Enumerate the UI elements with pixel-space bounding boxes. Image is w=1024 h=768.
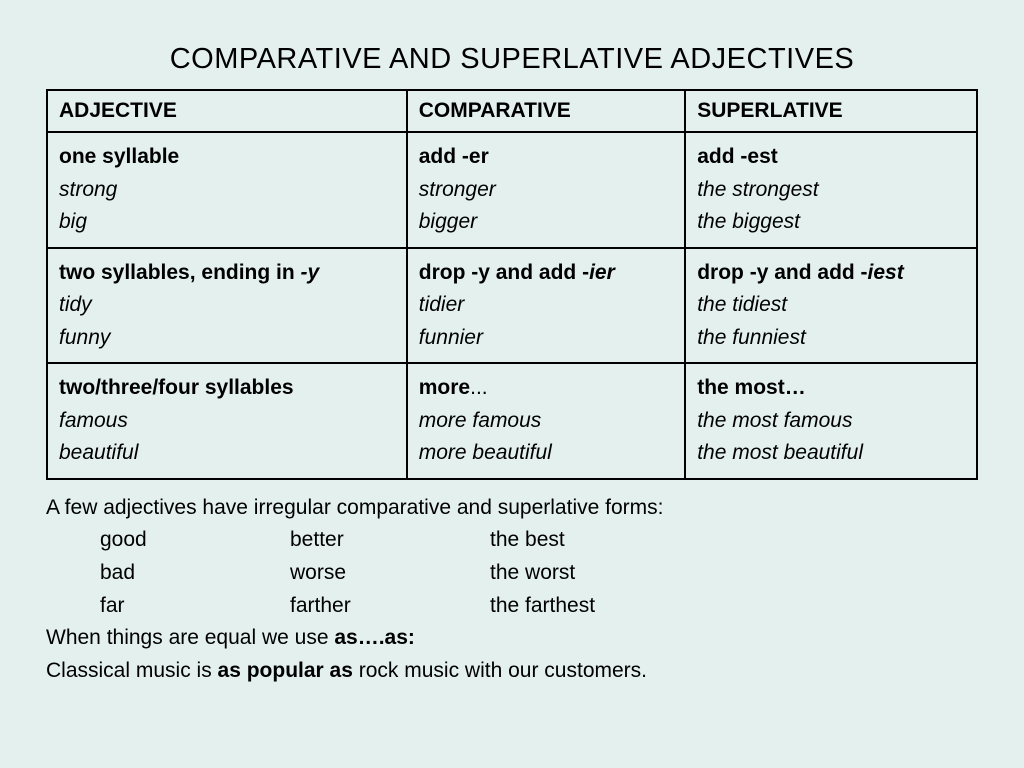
example-text: the most beautiful <box>697 441 863 464</box>
cell: add -er stronger bigger <box>407 132 685 248</box>
example-text: tidy <box>59 293 92 316</box>
cell: more... more famous more beautiful <box>407 363 685 479</box>
example-text: stronger <box>419 178 496 201</box>
cell: drop -y and add -ier tidier funnier <box>407 248 685 364</box>
irregular-base: good <box>100 524 290 557</box>
irregular-super: the farthest <box>490 590 595 623</box>
header-adjective: ADJECTIVE <box>47 90 407 132</box>
rule-text: add <box>697 145 740 168</box>
irregular-super: the worst <box>490 557 575 590</box>
example-text: bigger <box>419 210 477 233</box>
example-text: the funniest <box>697 326 806 349</box>
rule-text: one syllable <box>59 145 179 168</box>
rule-text: two syllables, ending in <box>59 261 301 284</box>
example-text: the tidiest <box>697 293 787 316</box>
example-prefix: Classical music is <box>46 659 218 682</box>
rule-text: drop -y and add - <box>697 261 867 284</box>
cell: two/three/four syllables famous beautifu… <box>47 363 407 479</box>
equal-note-bold: as….as: <box>334 626 415 649</box>
example-text: the strongest <box>697 178 818 201</box>
irregular-row: bad worse the worst <box>46 557 978 590</box>
example-text: tidier <box>419 293 465 316</box>
rule-text: drop -y and add - <box>419 261 589 284</box>
example-text: funny <box>59 326 110 349</box>
example-suffix: rock music with our customers. <box>353 659 647 682</box>
equal-note-text: When things are equal we use <box>46 626 334 649</box>
rule-text-extra: ... <box>470 376 488 399</box>
example-text: beautiful <box>59 441 138 464</box>
example-bold: as popular as <box>218 659 353 682</box>
irregular-row: good better the best <box>46 524 978 557</box>
table-header-row: ADJECTIVE COMPARATIVE SUPERLATIVE <box>47 90 977 132</box>
rule-text: two/three/four syllables <box>59 376 294 399</box>
equal-note: When things are equal we use as….as: <box>46 622 978 655</box>
example-text: famous <box>59 409 128 432</box>
rule-suffix: -est <box>740 145 777 168</box>
rule-text: the most… <box>697 376 806 399</box>
irregular-comp: farther <box>290 590 490 623</box>
rule-suffix: -er <box>462 145 489 168</box>
example-text: big <box>59 210 87 233</box>
header-superlative: SUPERLATIVE <box>685 90 977 132</box>
header-comparative: COMPARATIVE <box>407 90 685 132</box>
table-row: two syllables, ending in -y tidy funny d… <box>47 248 977 364</box>
rule-suffix: -y <box>301 261 320 284</box>
cell: add -est the strongest the biggest <box>685 132 977 248</box>
example-text: strong <box>59 178 117 201</box>
example-text: the biggest <box>697 210 800 233</box>
irregular-row: far farther the farthest <box>46 590 978 623</box>
example-text: more beautiful <box>419 441 552 464</box>
irregular-comp: better <box>290 524 490 557</box>
example-sentence: Classical music is as popular as rock mu… <box>46 655 978 688</box>
rule-text: more <box>419 376 470 399</box>
cell: the most… the most famous the most beaut… <box>685 363 977 479</box>
grammar-table: ADJECTIVE COMPARATIVE SUPERLATIVE one sy… <box>46 89 978 480</box>
rule-suffix: ier <box>589 261 615 284</box>
rule-suffix: iest <box>868 261 904 284</box>
example-text: more famous <box>419 409 542 432</box>
example-text: funnier <box>419 326 483 349</box>
irregular-super: the best <box>490 524 565 557</box>
irregular-base: far <box>100 590 290 623</box>
notes-section: A few adjectives have irregular comparat… <box>46 492 978 687</box>
cell: drop -y and add -iest the tidiest the fu… <box>685 248 977 364</box>
irregular-base: bad <box>100 557 290 590</box>
rule-text: add <box>419 145 462 168</box>
irregular-comp: worse <box>290 557 490 590</box>
cell: one syllable strong big <box>47 132 407 248</box>
table-row: two/three/four syllables famous beautifu… <box>47 363 977 479</box>
cell: two syllables, ending in -y tidy funny <box>47 248 407 364</box>
table-row: one syllable strong big add -er stronger… <box>47 132 977 248</box>
example-text: the most famous <box>697 409 852 432</box>
page-title: COMPARATIVE AND SUPERLATIVE ADJECTIVES <box>46 43 978 76</box>
notes-intro: A few adjectives have irregular comparat… <box>46 492 978 525</box>
